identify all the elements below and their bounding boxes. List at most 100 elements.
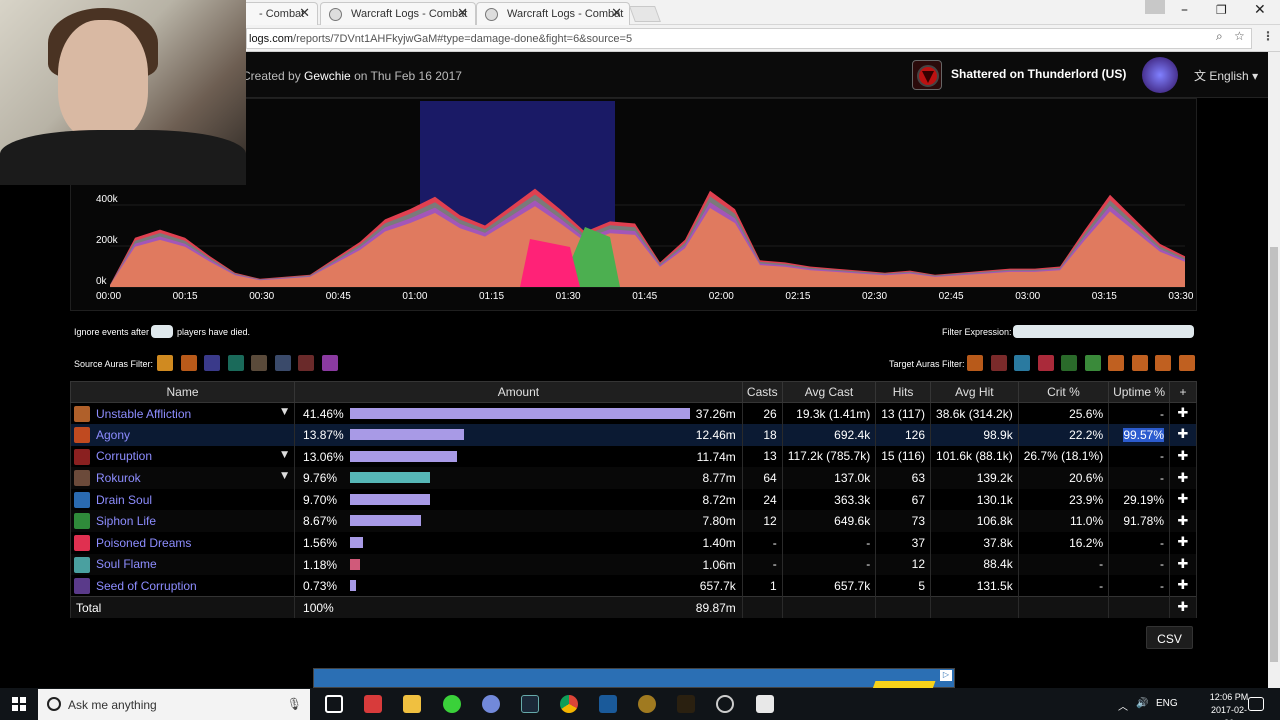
- column-header-crit[interactable]: Crit %: [1017, 381, 1110, 403]
- ability-name[interactable]: Siphon Life: [96, 514, 157, 529]
- expand-row-icon[interactable]: ✚: [1169, 510, 1197, 533]
- ability-name[interactable]: Unstable Affliction: [96, 406, 192, 421]
- table-row[interactable]: Agony 13.87% 12.46m 18 692.4k 126 98.9k 22.2% 99…: [69, 424, 1197, 446]
- damage-graph-svg[interactable]: [71, 99, 1198, 312]
- table-row[interactable]: Corruption ▼ 13.06% 11.74m 13 117.2k (785.7k)…: [69, 445, 1197, 468]
- browser-tab-2[interactable]: Warcraft Logs - Combat ✕: [320, 2, 476, 25]
- aura-filter-icon[interactable]: [967, 355, 983, 371]
- expand-row-icon[interactable]: ✚: [1169, 596, 1197, 619]
- column-header-name[interactable]: Name: [69, 381, 296, 403]
- browser-tab-3[interactable]: Warcraft Logs - Combat ✕: [476, 2, 630, 25]
- series-area-pink[interactable]: [520, 239, 580, 287]
- action-center-icon[interactable]: [1248, 697, 1264, 711]
- aura-filter-icon[interactable]: [1037, 355, 1054, 371]
- caret-down-icon[interactable]: ▼: [281, 449, 289, 460]
- expand-row-icon[interactable]: ✚: [1169, 467, 1197, 489]
- ability-name[interactable]: Drain Soul: [96, 492, 153, 507]
- ad-banner[interactable]: ▷: [313, 668, 955, 689]
- table-row[interactable]: Unstable Affliction ▼ 41.46% 37.26m 26 19.3k …: [69, 402, 1197, 425]
- steam-icon[interactable]: [521, 695, 539, 713]
- user-avatar[interactable]: [1142, 57, 1178, 93]
- ability-name[interactable]: Poisoned Dreams: [96, 535, 192, 550]
- aura-filter-icon[interactable]: [990, 355, 1007, 371]
- report-author[interactable]: Gewchie: [304, 69, 351, 83]
- scrollbar-thumb[interactable]: [1270, 247, 1278, 662]
- close-tab-icon[interactable]: ✕: [299, 6, 310, 21]
- cortana-search-box[interactable]: Ask me anything 🎙: [38, 689, 310, 720]
- menu-icon[interactable]: ⋮: [1262, 29, 1274, 43]
- discord-icon[interactable]: [482, 695, 500, 713]
- aura-filter-icon[interactable]: [1061, 355, 1077, 371]
- aura-filter-icon[interactable]: [1178, 355, 1195, 371]
- new-tab-button[interactable]: [629, 6, 661, 22]
- ability-name[interactable]: Soul Flame: [96, 557, 157, 572]
- column-header-avg-hit[interactable]: Avg Hit: [930, 381, 1019, 403]
- task-view-icon[interactable]: [325, 695, 343, 713]
- wow-icon[interactable]: [638, 695, 656, 713]
- column-header-casts[interactable]: Casts: [741, 381, 783, 403]
- store-icon[interactable]: [364, 695, 382, 713]
- ability-name[interactable]: Agony: [96, 427, 131, 442]
- column-header-uptime[interactable]: Uptime %: [1108, 381, 1171, 403]
- caret-down-icon[interactable]: ▼: [281, 471, 289, 482]
- table-row[interactable]: Rokurok ▼ 9.76% 8.77m 64 137.0k 63 139.2k 20.6% -…: [69, 467, 1197, 489]
- caret-down-icon[interactable]: ▼: [281, 407, 289, 417]
- csv-export-button[interactable]: CSV: [1146, 626, 1193, 649]
- aura-filter-icon[interactable]: [1155, 355, 1171, 371]
- close-tab-icon[interactable]: ✕: [611, 6, 622, 21]
- ability-name-cell[interactable]: Rokurok ▼: [69, 467, 296, 489]
- aura-filter-icon[interactable]: [227, 355, 244, 371]
- aura-filter-icon[interactable]: [1131, 355, 1148, 371]
- series-area-base[interactable]: [110, 206, 1185, 287]
- close-tab-icon[interactable]: ✕: [457, 6, 468, 21]
- expand-row-icon[interactable]: ✚: [1169, 424, 1197, 446]
- aura-filter-icon[interactable]: [157, 355, 173, 371]
- expand-row-icon[interactable]: ✚: [1169, 488, 1197, 511]
- razer-icon[interactable]: [443, 695, 461, 713]
- adchoices-icon[interactable]: ▷: [940, 670, 952, 681]
- tray-chevron-icon[interactable]: ︿: [1118, 702, 1128, 713]
- ability-name-cell[interactable]: Corruption ▼: [69, 445, 296, 468]
- volume-icon[interactable]: 🔊: [1136, 698, 1149, 709]
- url-field[interactable]: logs.com/reports/7DVnt1AHFkyjwGaM#type=d…: [246, 28, 1252, 49]
- ability-name[interactable]: Corruption: [96, 449, 153, 464]
- ability-name-cell[interactable]: Seed of Corruption: [69, 575, 296, 597]
- ability-name-cell[interactable]: Siphon Life: [69, 510, 296, 533]
- column-header-hits[interactable]: Hits: [875, 381, 932, 403]
- add-column-button[interactable]: +: [1169, 381, 1197, 403]
- expand-row-icon[interactable]: ✚: [1169, 575, 1197, 597]
- damage-graph[interactable]: [70, 98, 1197, 311]
- starcraft-icon[interactable]: [677, 695, 695, 713]
- table-row[interactable]: Siphon Life 8.67% 7.80m 12 649.6k 73 106.8k 11.…: [69, 510, 1197, 533]
- ignore-deaths-input[interactable]: [151, 325, 173, 338]
- ability-name[interactable]: Rokurok: [96, 471, 141, 486]
- aura-filter-icon[interactable]: [1108, 355, 1124, 371]
- aura-filter-icon[interactable]: [180, 355, 197, 371]
- battlenet-icon[interactable]: [599, 695, 617, 713]
- microphone-icon[interactable]: 🎙: [286, 697, 302, 711]
- page-scrollbar[interactable]: [1268, 52, 1280, 688]
- table-row[interactable]: Drain Soul 9.70% 8.72m 24 363.3k 67 130.1k 23.9…: [69, 488, 1197, 511]
- ability-name-cell[interactable]: Unstable Affliction ▼: [69, 402, 296, 425]
- aura-filter-icon[interactable]: [1084, 355, 1101, 371]
- chrome-icon[interactable]: [560, 695, 578, 713]
- obs-icon[interactable]: [716, 695, 734, 713]
- table-row[interactable]: Seed of Corruption 0.73% 657.7k 1 657.7k 5 131…: [69, 575, 1197, 597]
- ability-name-cell[interactable]: Poisoned Dreams: [69, 532, 296, 554]
- column-header-avg-cast[interactable]: Avg Cast: [781, 381, 877, 403]
- bookmark-star-icon[interactable]: ☆: [1234, 29, 1245, 43]
- expand-row-icon[interactable]: ✚: [1169, 553, 1197, 576]
- input-language[interactable]: ENG: [1156, 698, 1178, 709]
- aura-filter-icon[interactable]: [321, 355, 338, 371]
- profile-icon[interactable]: [1145, 0, 1165, 14]
- ability-name-cell[interactable]: Agony: [69, 424, 296, 446]
- aura-filter-icon[interactable]: [298, 355, 314, 371]
- expand-row-icon[interactable]: ✚: [1169, 402, 1197, 425]
- calculator-icon[interactable]: [756, 695, 774, 713]
- guild-realm[interactable]: Shattered on Thunderlord (US): [951, 67, 1127, 81]
- table-row[interactable]: Soul Flame 1.18% 1.06m - -12 88.4k - - ✚: [69, 553, 1197, 576]
- ability-name-cell[interactable]: Soul Flame: [69, 553, 296, 576]
- aura-filter-icon[interactable]: [251, 355, 267, 371]
- ability-name-cell[interactable]: Drain Soul: [69, 488, 296, 511]
- minimize-icon[interactable]: –: [1181, 2, 1188, 18]
